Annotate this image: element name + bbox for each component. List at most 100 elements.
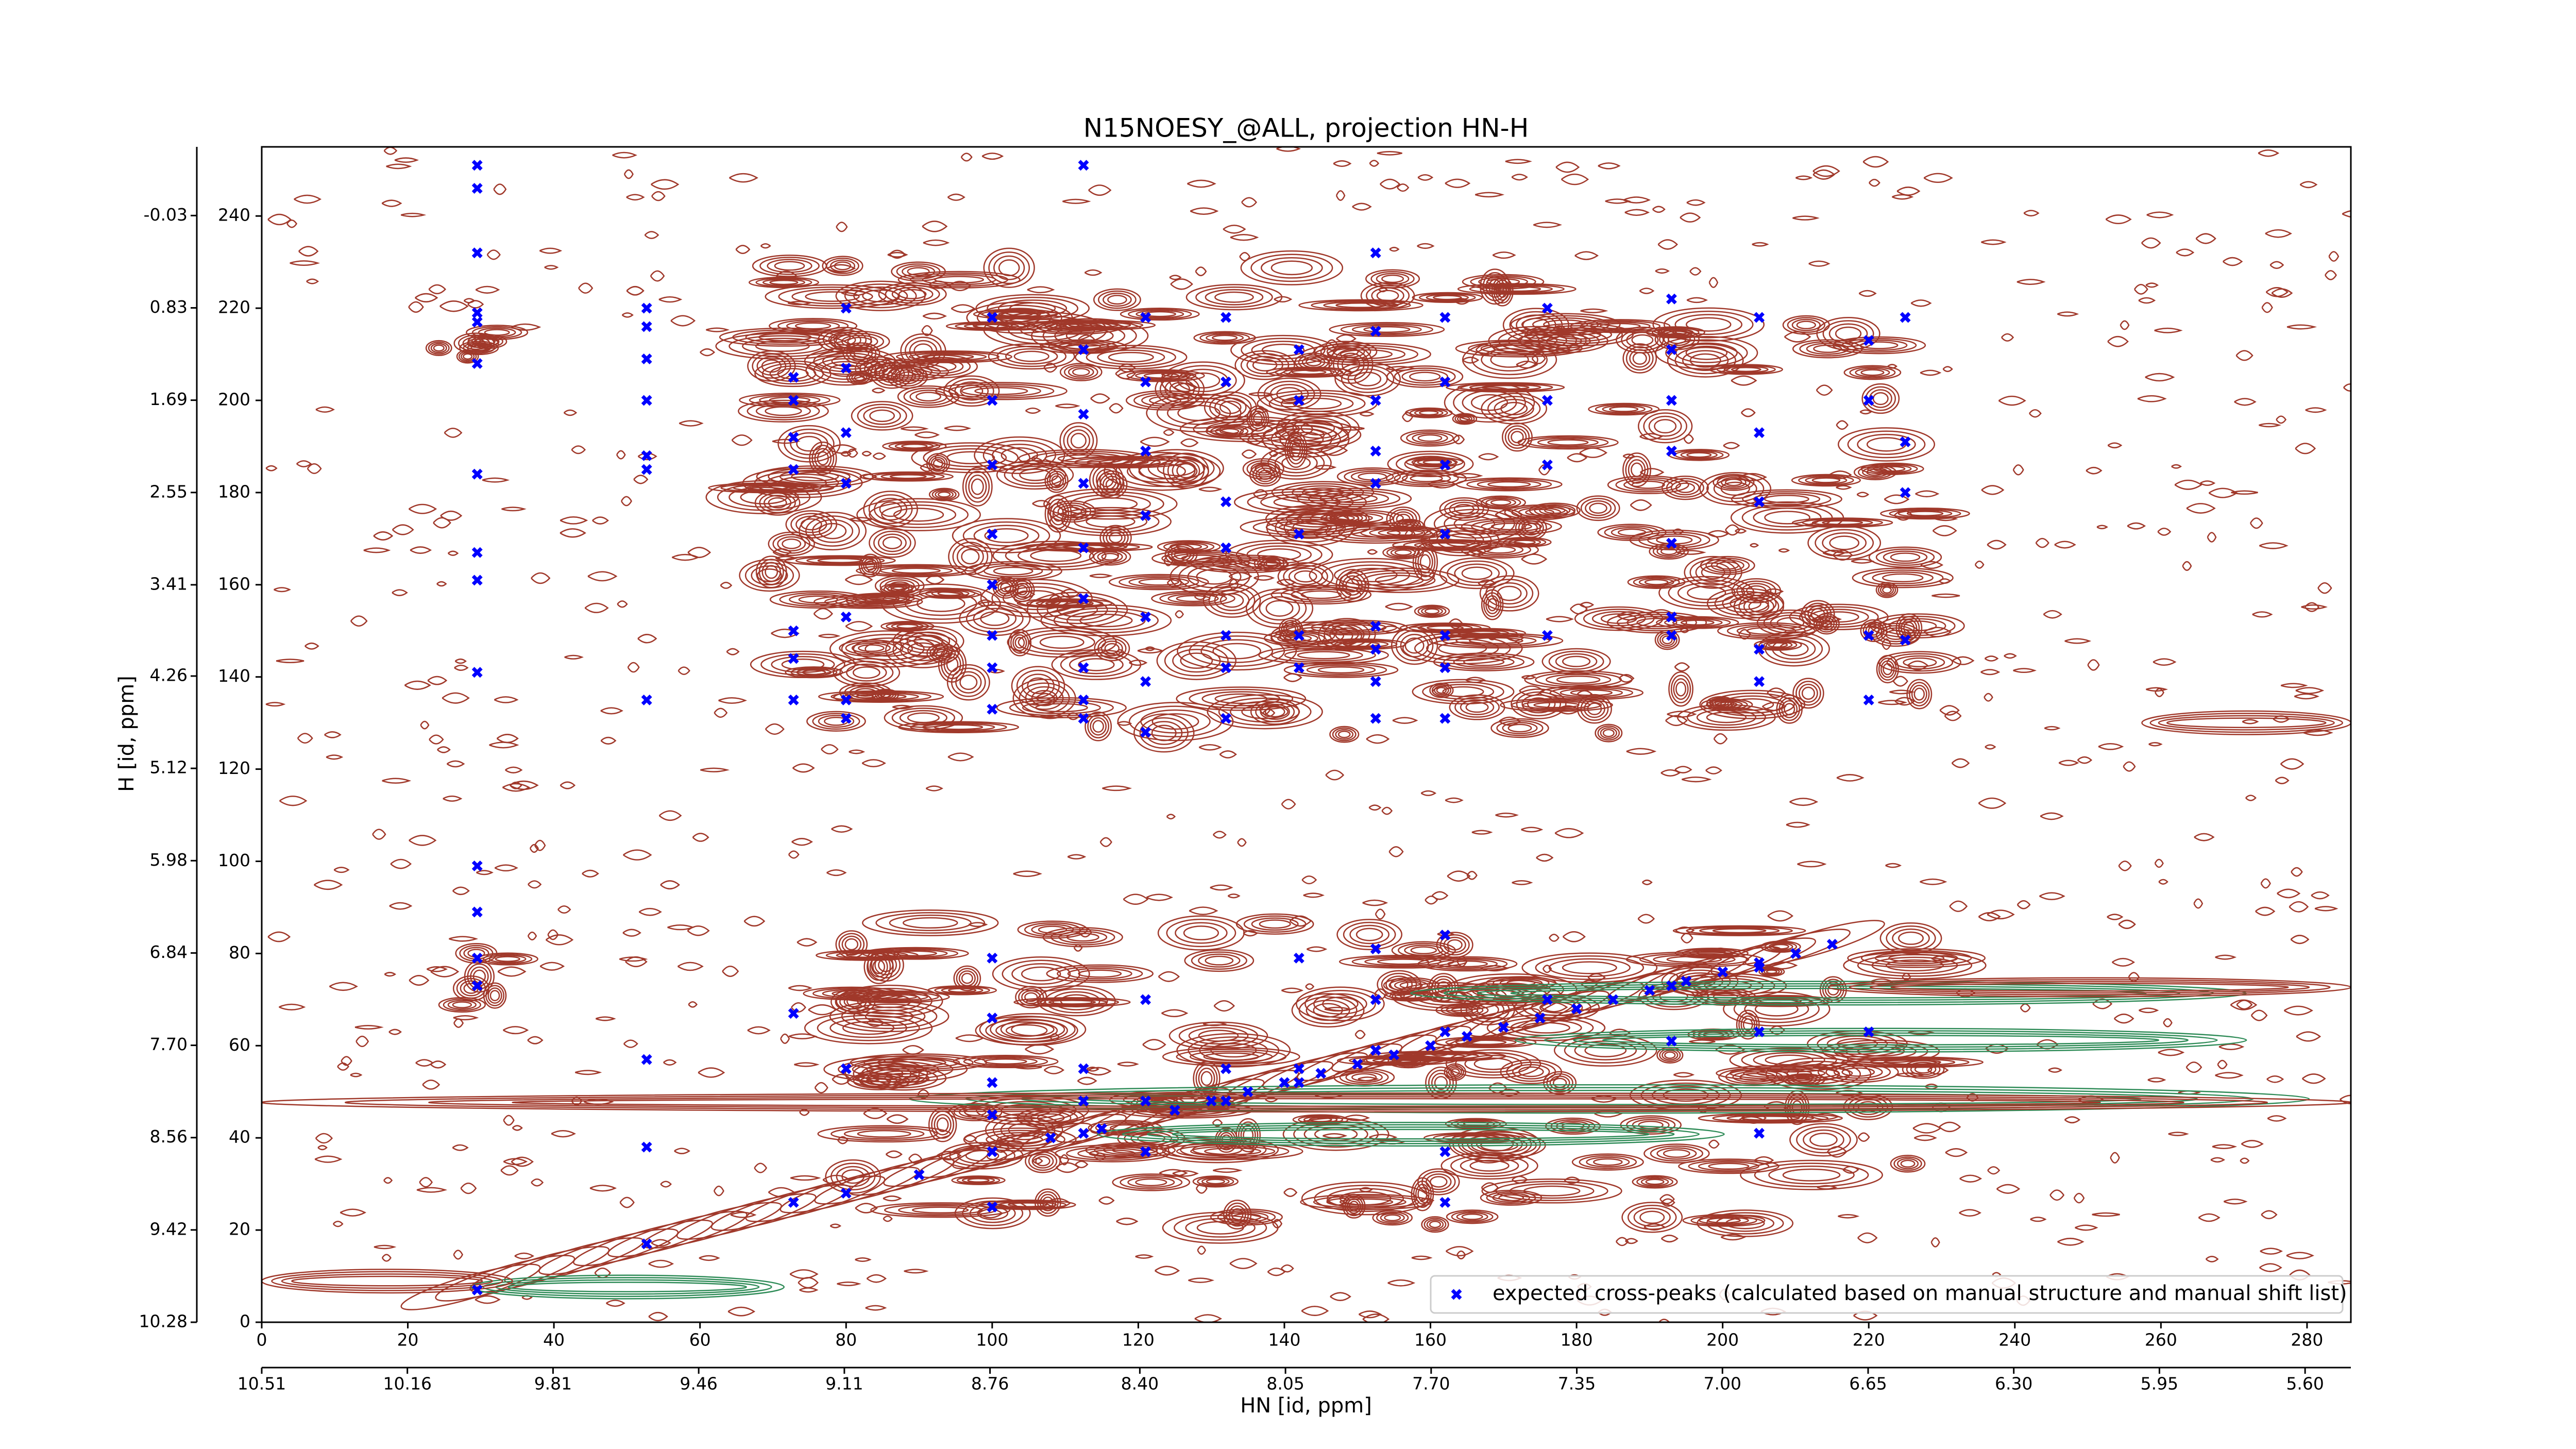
noise-contour xyxy=(1939,1121,1961,1133)
peak-contour xyxy=(1311,300,1411,311)
x2-tick-label: 10.51 xyxy=(238,1374,286,1394)
peak-contour xyxy=(1626,331,1659,349)
peak-contour xyxy=(863,491,918,528)
noise-contour xyxy=(1354,1030,1366,1039)
cross-peak xyxy=(1498,1022,1509,1033)
peak-contour xyxy=(1097,551,1123,563)
peak-contour xyxy=(1500,401,1528,415)
peak-contour xyxy=(962,521,1050,550)
cross-peak xyxy=(471,547,483,558)
noise-contour xyxy=(1536,853,1554,862)
noise-contour xyxy=(1471,830,1493,835)
streak-contour xyxy=(2158,715,2335,731)
noise-contour xyxy=(2267,1115,2287,1122)
cross-peak xyxy=(1221,1096,1232,1107)
noise-contour xyxy=(2057,1238,2084,1246)
peak-contour xyxy=(1306,358,1322,366)
peak-contour xyxy=(835,280,926,311)
peak-contour xyxy=(1189,635,1285,667)
peak-contour xyxy=(1201,691,1281,706)
noise-contour xyxy=(1043,1066,1065,1074)
peak-contour xyxy=(471,335,503,348)
peak-contour xyxy=(894,443,934,450)
peak-contour xyxy=(1243,915,1307,933)
noise-contour xyxy=(1987,909,2015,920)
peak-contour xyxy=(1444,499,1484,519)
peak-contour xyxy=(802,669,826,676)
peak-contour xyxy=(1050,929,1115,946)
noise-contour xyxy=(564,654,584,660)
peak-contour xyxy=(1021,990,1041,1004)
peak-contour xyxy=(803,986,901,1001)
peak-contour xyxy=(1375,575,1424,586)
noise-contour xyxy=(1981,485,2005,495)
peak-contour xyxy=(1127,1176,1175,1188)
noise-contour xyxy=(298,246,319,257)
noise-contour xyxy=(1197,1245,1207,1255)
peak-contour xyxy=(1663,310,1754,339)
peak-contour xyxy=(1436,686,1447,694)
peak-contour xyxy=(1893,1156,1922,1171)
noise-contour xyxy=(2020,1003,2031,1013)
peak-contour xyxy=(1349,924,1389,945)
streak-contour xyxy=(1096,1121,1725,1147)
peak-contour xyxy=(1453,656,1515,668)
peak-contour xyxy=(1879,615,1956,636)
cross-peak xyxy=(1045,1132,1056,1143)
peak-contour xyxy=(806,557,874,564)
peak-contour xyxy=(1270,260,1313,276)
peak-contour xyxy=(889,914,972,931)
cross-peak xyxy=(1439,930,1451,941)
peak-contour xyxy=(1628,459,1646,481)
cross-peak xyxy=(1279,1077,1290,1088)
peak-contour xyxy=(1200,639,1274,663)
peak-contour xyxy=(853,1062,920,1086)
cross-peak xyxy=(1666,1035,1677,1047)
noise-contour xyxy=(821,744,839,755)
peak-contour xyxy=(1875,582,1899,598)
noise-contour xyxy=(1637,914,1655,924)
x-tick-label: 180 xyxy=(1561,1330,1593,1350)
cross-peak xyxy=(1863,630,1874,641)
noise-contour xyxy=(679,420,704,427)
noise-contour xyxy=(1213,1000,1235,1012)
peak-contour xyxy=(1035,703,1088,713)
peak-contour xyxy=(1073,512,1148,531)
peak-contour xyxy=(1811,519,1873,526)
y2-tick-label: 1.69 xyxy=(150,389,188,409)
peak-contour xyxy=(979,1013,1087,1046)
peak-contour xyxy=(1386,507,1420,532)
peak-contour xyxy=(1855,367,1890,378)
noise-contour xyxy=(1856,492,1870,498)
noise-contour xyxy=(1146,894,1173,901)
peak-contour xyxy=(1437,959,1498,969)
peak-contour xyxy=(1903,621,1915,635)
peak-contour xyxy=(910,722,1007,732)
peak-contour xyxy=(1469,284,1565,294)
peak-contour xyxy=(1843,365,1902,380)
noise-contour xyxy=(1913,1135,1937,1141)
cross-peak xyxy=(1754,1127,1765,1139)
noise-contour xyxy=(2294,693,2319,700)
peak-contour xyxy=(790,667,838,678)
noise-contour xyxy=(560,528,586,538)
peak-contour xyxy=(1250,254,1333,282)
peak-contour xyxy=(1626,1117,1676,1133)
peak-contour xyxy=(1860,369,1885,376)
noise-contour xyxy=(1836,485,1852,490)
noise-contour xyxy=(304,642,319,650)
peak-contour xyxy=(1190,1145,1276,1157)
peak-contour xyxy=(1156,397,1242,429)
peak-contour xyxy=(863,407,901,425)
noise-contour xyxy=(317,1145,328,1151)
cross-peak xyxy=(1863,335,1874,346)
noise-contour xyxy=(2039,892,2065,900)
peak-contour xyxy=(1376,290,1399,301)
peak-contour xyxy=(1392,982,1507,1012)
peak-contour xyxy=(1504,425,1530,449)
peak-contour xyxy=(715,332,850,360)
peak-contour xyxy=(916,392,941,402)
streak-contour xyxy=(2141,710,2351,735)
peak-contour xyxy=(1521,694,1556,714)
peak-contour xyxy=(1103,527,1129,548)
